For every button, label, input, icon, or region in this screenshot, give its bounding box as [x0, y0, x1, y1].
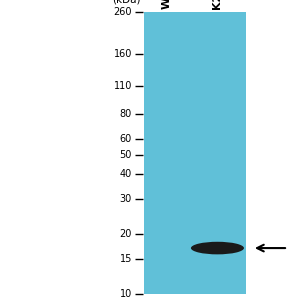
Text: 10: 10	[120, 289, 132, 299]
Text: WT: WT	[161, 0, 171, 9]
Text: 80: 80	[120, 109, 132, 119]
Text: 60: 60	[120, 134, 132, 144]
Text: 260: 260	[113, 7, 132, 17]
Ellipse shape	[191, 242, 244, 254]
Text: 30: 30	[120, 194, 132, 204]
Text: 40: 40	[120, 169, 132, 179]
Text: 15: 15	[120, 254, 132, 264]
Text: 50: 50	[120, 150, 132, 160]
Text: K27M: K27M	[212, 0, 222, 9]
Text: (kDa): (kDa)	[112, 0, 141, 5]
Text: 110: 110	[114, 82, 132, 92]
Bar	[144, 12, 246, 294]
Text: 20: 20	[120, 229, 132, 239]
Text: 160: 160	[114, 49, 132, 59]
